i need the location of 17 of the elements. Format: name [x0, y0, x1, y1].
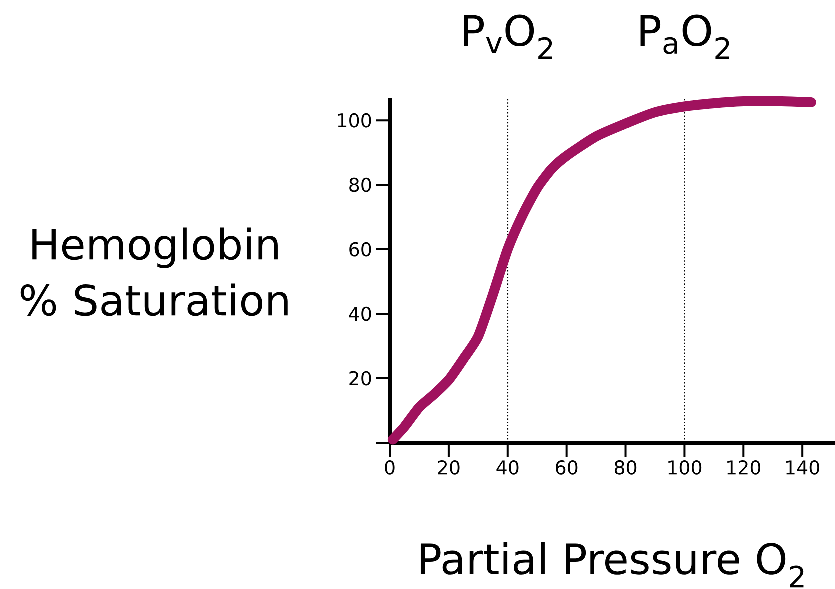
x-tick-label: 80: [614, 460, 637, 475]
y-tick-label: 80: [350, 178, 372, 192]
x-tick-label: 20: [438, 460, 460, 475]
x-axis-title: Partial Pressure O$_{2}$: [420, 542, 804, 588]
x-tick-label: 60: [556, 460, 578, 475]
y-tick-label: 100: [338, 113, 372, 128]
y-tick-label: 20: [350, 371, 372, 386]
y-axis-title: Hemoglobin % Saturation: [20, 228, 288, 316]
y-tick-label: 40: [349, 306, 372, 322]
ref-line-label: P$_{a}$O$_{2}$: [640, 14, 730, 60]
x-tick-label: 140: [786, 460, 820, 475]
y-tick-label: 60: [350, 242, 372, 257]
x-tick-label: 40: [496, 460, 519, 475]
x-tick-label: 100: [668, 460, 702, 475]
x-tick-label: 0: [385, 460, 395, 475]
x-tick-label: 120: [728, 460, 761, 475]
ref-line-label: P$_{v}$O$_{2}$: [464, 14, 552, 60]
